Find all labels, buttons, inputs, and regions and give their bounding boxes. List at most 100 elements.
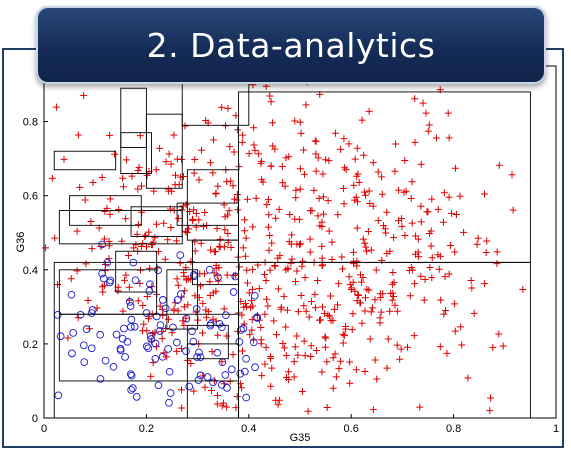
data-point-plus [134, 167, 142, 175]
data-point-plus [335, 280, 343, 288]
data-point-plus [435, 265, 443, 273]
data-point-plus [255, 285, 263, 293]
data-point-plus [393, 307, 401, 315]
data-point-circle [131, 276, 140, 285]
data-point-plus [322, 156, 330, 164]
data-point-plus [339, 184, 347, 192]
data-point-plus [298, 388, 306, 396]
data-point-plus [278, 162, 286, 170]
data-point-plus [173, 347, 181, 355]
data-point-circle [54, 391, 63, 400]
data-point-plus [234, 253, 242, 261]
data-point-plus [213, 400, 221, 408]
data-point-circle [176, 251, 185, 259]
data-point-plus [214, 392, 222, 400]
data-point-plus [444, 109, 452, 117]
data-point-plus [467, 277, 475, 285]
data-point-plus [234, 126, 242, 134]
data-point-plus [76, 183, 84, 191]
data-point-plus [122, 271, 130, 279]
data-point-plus [321, 309, 329, 317]
data-point-plus [291, 117, 299, 125]
data-point-plus [209, 169, 217, 177]
data-point-plus [359, 274, 367, 282]
data-point-plus [227, 243, 235, 251]
data-point-circle [164, 345, 173, 353]
data-point-circle [126, 302, 135, 310]
data-point-plus [282, 323, 290, 331]
data-point-plus [451, 248, 459, 256]
data-point-plus [307, 342, 315, 350]
data-point-circle [169, 323, 177, 332]
data-point-plus [456, 192, 464, 200]
data-point-plus [290, 373, 298, 381]
data-point-plus [349, 248, 357, 256]
data-point-plus [451, 300, 459, 308]
data-point-circle [68, 349, 76, 358]
data-point-plus [378, 256, 386, 264]
data-point-plus [357, 299, 365, 307]
data-point-plus [264, 223, 272, 231]
data-point-plus [200, 270, 208, 278]
data-point-plus [93, 304, 101, 312]
data-point-circle [235, 338, 244, 346]
data-point-plus [291, 343, 299, 351]
data-point-plus [195, 176, 203, 184]
data-point-plus [403, 343, 411, 351]
data-point-plus [489, 343, 497, 351]
data-point-plus [233, 392, 241, 400]
data-point-plus [152, 166, 160, 174]
data-point-plus [187, 258, 195, 266]
data-point-plus [119, 174, 127, 182]
data-point-plus [265, 211, 273, 219]
data-point-plus [421, 275, 429, 283]
data-point-plus [367, 246, 375, 254]
data-point-plus [262, 276, 270, 284]
data-point-plus [424, 127, 432, 135]
data-point-plus [419, 99, 427, 107]
data-point-plus [298, 262, 306, 270]
data-point-plus [255, 150, 263, 158]
data-point-circle [67, 290, 76, 299]
data-point-plus [330, 305, 338, 313]
data-point-plus [308, 207, 316, 215]
data-point-plus [374, 217, 382, 225]
data-point-plus [138, 182, 146, 190]
x-tick-label: 0.2 [139, 423, 154, 435]
data-point-plus [487, 394, 495, 402]
data-point-plus [165, 150, 173, 158]
data-point-plus [182, 314, 190, 322]
data-point-plus [324, 197, 332, 205]
data-point-plus [223, 178, 231, 186]
data-point-plus [163, 353, 171, 361]
data-point-plus [315, 194, 323, 202]
data-point-circle [96, 375, 105, 383]
data-point-circle [236, 369, 245, 378]
data-point-plus [266, 266, 274, 274]
data-point-plus [162, 158, 170, 166]
data-point-plus [306, 248, 314, 256]
data-point-plus [428, 195, 436, 203]
data-point-plus [350, 260, 358, 268]
data-point-plus [317, 316, 325, 324]
data-point-plus [324, 311, 332, 319]
data-point-plus [178, 386, 186, 394]
data-point-plus [120, 276, 128, 284]
data-point-plus [287, 259, 295, 267]
partition-box [176, 202, 240, 226]
data-point-plus [417, 202, 425, 210]
data-point-circle [158, 352, 167, 361]
data-point-plus [307, 352, 315, 360]
data-point-plus [288, 255, 296, 263]
data-point-plus [337, 145, 345, 153]
data-point-plus [184, 301, 192, 309]
data-point-plus [257, 323, 265, 331]
data-point-circle [128, 384, 137, 392]
data-point-plus [280, 292, 288, 300]
data-point-plus [342, 323, 350, 331]
data-point-plus [240, 303, 248, 311]
data-point-plus [293, 332, 301, 340]
data-point-plus [483, 237, 491, 245]
data-point-plus [332, 373, 340, 381]
data-point-plus [261, 310, 269, 318]
